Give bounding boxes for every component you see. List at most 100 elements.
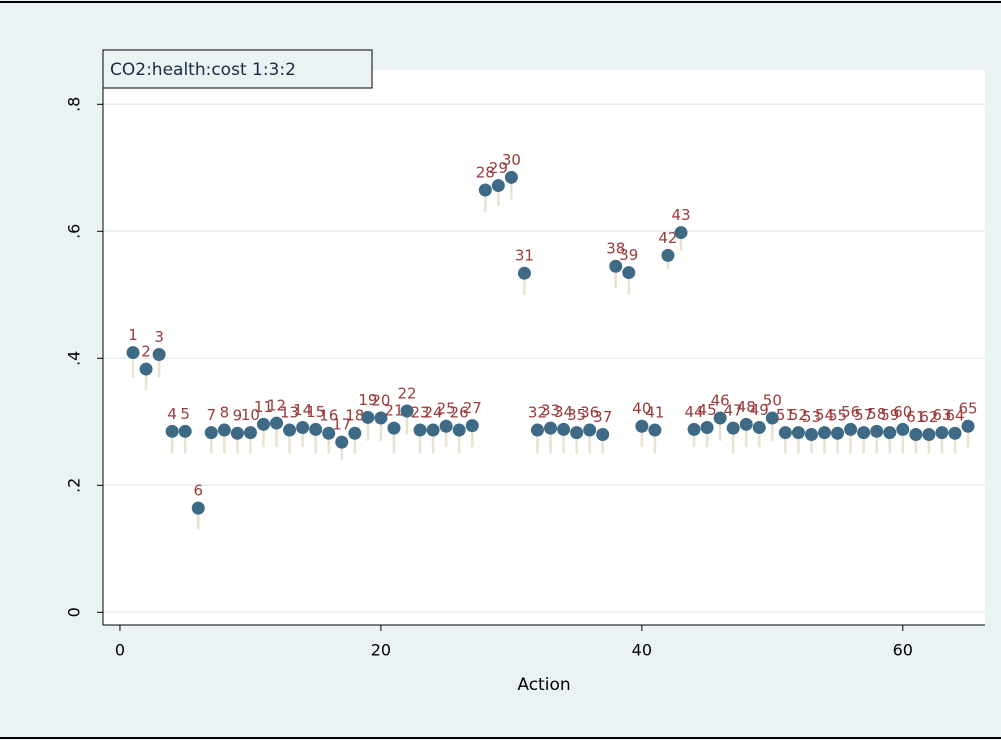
point-label: 15: [306, 403, 325, 421]
point-label: 65: [958, 400, 977, 418]
marker: [609, 259, 623, 273]
marker: [191, 501, 205, 515]
marker: [765, 411, 779, 425]
y-tick-label: .4: [65, 351, 84, 366]
point-label: 1: [128, 326, 138, 344]
point-label: 30: [502, 151, 521, 169]
marker: [804, 427, 818, 441]
marker: [387, 421, 401, 435]
marker: [713, 411, 727, 425]
point-label: 45: [698, 401, 717, 419]
point-label: 9: [233, 407, 243, 425]
grid: [103, 103, 985, 614]
point-label: 64: [945, 407, 964, 425]
point-label: 3: [154, 328, 164, 346]
marker: [439, 419, 453, 433]
point-label: 21: [384, 402, 403, 420]
point-label: 37: [593, 408, 612, 426]
point-label: 20: [371, 391, 390, 409]
marker: [204, 426, 218, 440]
point-label: 24: [424, 404, 443, 422]
point-label: 10: [241, 406, 260, 424]
marker: [139, 362, 153, 376]
point-label: 25: [437, 400, 456, 418]
point-label: 60: [893, 403, 912, 421]
point-label: 61: [906, 408, 925, 426]
x-tick-label: 20: [371, 641, 391, 660]
y-tick-label: .2: [65, 478, 84, 493]
marker: [752, 421, 766, 435]
marker: [661, 248, 675, 262]
point-label: 62: [919, 408, 938, 426]
marker: [165, 424, 179, 438]
point-label: 55: [828, 407, 847, 425]
point-label: 28: [476, 164, 495, 182]
point-label: 46: [711, 391, 730, 409]
marker: [217, 423, 231, 437]
point-label: 51: [776, 406, 795, 424]
point-label: 4: [167, 405, 177, 423]
point-label: 32: [528, 404, 547, 422]
marker: [687, 422, 701, 436]
point-label: 18: [345, 407, 364, 425]
point-label: 22: [397, 385, 416, 403]
marker: [948, 426, 962, 440]
point-label: 34: [554, 403, 573, 421]
marker: [296, 421, 310, 435]
marker: [739, 417, 753, 431]
x-axis-label: Action: [517, 675, 570, 695]
point-label: 26: [450, 404, 469, 422]
marker: [570, 426, 584, 440]
point-label: 58: [867, 405, 886, 423]
marker: [583, 423, 597, 437]
point-label: 39: [619, 246, 638, 264]
marker: [309, 422, 323, 436]
point-label: 14: [293, 401, 312, 419]
point-label: 12: [267, 397, 286, 415]
marker: [413, 423, 427, 437]
marker: [426, 423, 440, 437]
marker: [909, 427, 923, 441]
point-label: 44: [684, 403, 703, 421]
point-label: 36: [580, 404, 599, 422]
marker: [544, 421, 558, 435]
marker: [256, 417, 270, 431]
marker: [778, 426, 792, 440]
title-box: [102, 49, 373, 89]
point-label: 38: [606, 240, 625, 258]
y-tick-label: .8: [65, 97, 84, 112]
y-tick-label: 0: [65, 607, 84, 617]
point-label: 29: [489, 159, 508, 177]
marker: [961, 419, 975, 433]
marker: [530, 423, 544, 437]
marker: [674, 226, 688, 240]
point-label: 50: [763, 391, 782, 409]
point-label: 48: [737, 398, 756, 416]
point-label: 33: [541, 402, 560, 420]
chart-title: CO2:health:cost 1:3:2: [110, 60, 296, 80]
point-label: 8: [220, 404, 230, 422]
point-label: 19: [358, 391, 377, 409]
marker: [230, 426, 244, 440]
point-label: 63: [932, 406, 951, 424]
marker: [700, 421, 714, 435]
marker: [883, 426, 897, 440]
point-label: 57: [854, 406, 873, 424]
marker: [361, 410, 375, 424]
point-label: 27: [463, 399, 482, 417]
point-label: 6: [193, 482, 203, 500]
marker: [791, 426, 805, 440]
point-label: 2: [141, 343, 151, 361]
point-label: 31: [515, 247, 534, 265]
point-label: 49: [750, 401, 769, 419]
plot-area: [103, 70, 985, 625]
marker: [596, 427, 610, 441]
marker: [635, 419, 649, 433]
marker: [857, 426, 871, 440]
marker: [243, 426, 257, 440]
marker: [478, 183, 492, 197]
marker: [818, 426, 832, 440]
marker: [178, 424, 192, 438]
